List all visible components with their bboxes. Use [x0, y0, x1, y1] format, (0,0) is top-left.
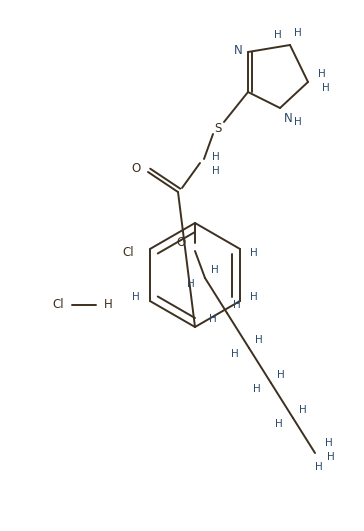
Text: Cl: Cl: [52, 298, 64, 312]
Text: H: H: [132, 292, 140, 302]
Text: H: H: [233, 300, 241, 310]
Text: H: H: [318, 69, 326, 79]
Text: H: H: [231, 349, 239, 359]
Text: H: H: [253, 384, 261, 394]
Text: H: H: [299, 405, 307, 415]
Text: N: N: [234, 44, 242, 56]
Text: H: H: [322, 83, 330, 93]
Text: H: H: [187, 279, 195, 289]
Text: H: H: [104, 298, 112, 312]
Text: H: H: [250, 248, 258, 258]
Text: H: H: [327, 452, 335, 462]
Text: Cl: Cl: [122, 246, 134, 260]
Text: H: H: [275, 419, 283, 429]
Text: O: O: [131, 161, 141, 175]
Text: H: H: [294, 28, 302, 38]
Text: H: H: [211, 265, 219, 275]
Text: H: H: [315, 462, 323, 472]
Text: H: H: [250, 292, 258, 302]
Text: H: H: [277, 370, 285, 380]
Text: H: H: [325, 438, 333, 448]
Text: H: H: [294, 117, 302, 127]
Text: H: H: [212, 166, 220, 176]
Text: H: H: [274, 30, 282, 40]
Text: S: S: [214, 122, 222, 134]
Text: H: H: [255, 335, 263, 345]
Text: H: H: [212, 152, 220, 162]
Text: N: N: [284, 112, 292, 124]
Text: O: O: [177, 236, 186, 250]
Text: H: H: [209, 314, 217, 324]
